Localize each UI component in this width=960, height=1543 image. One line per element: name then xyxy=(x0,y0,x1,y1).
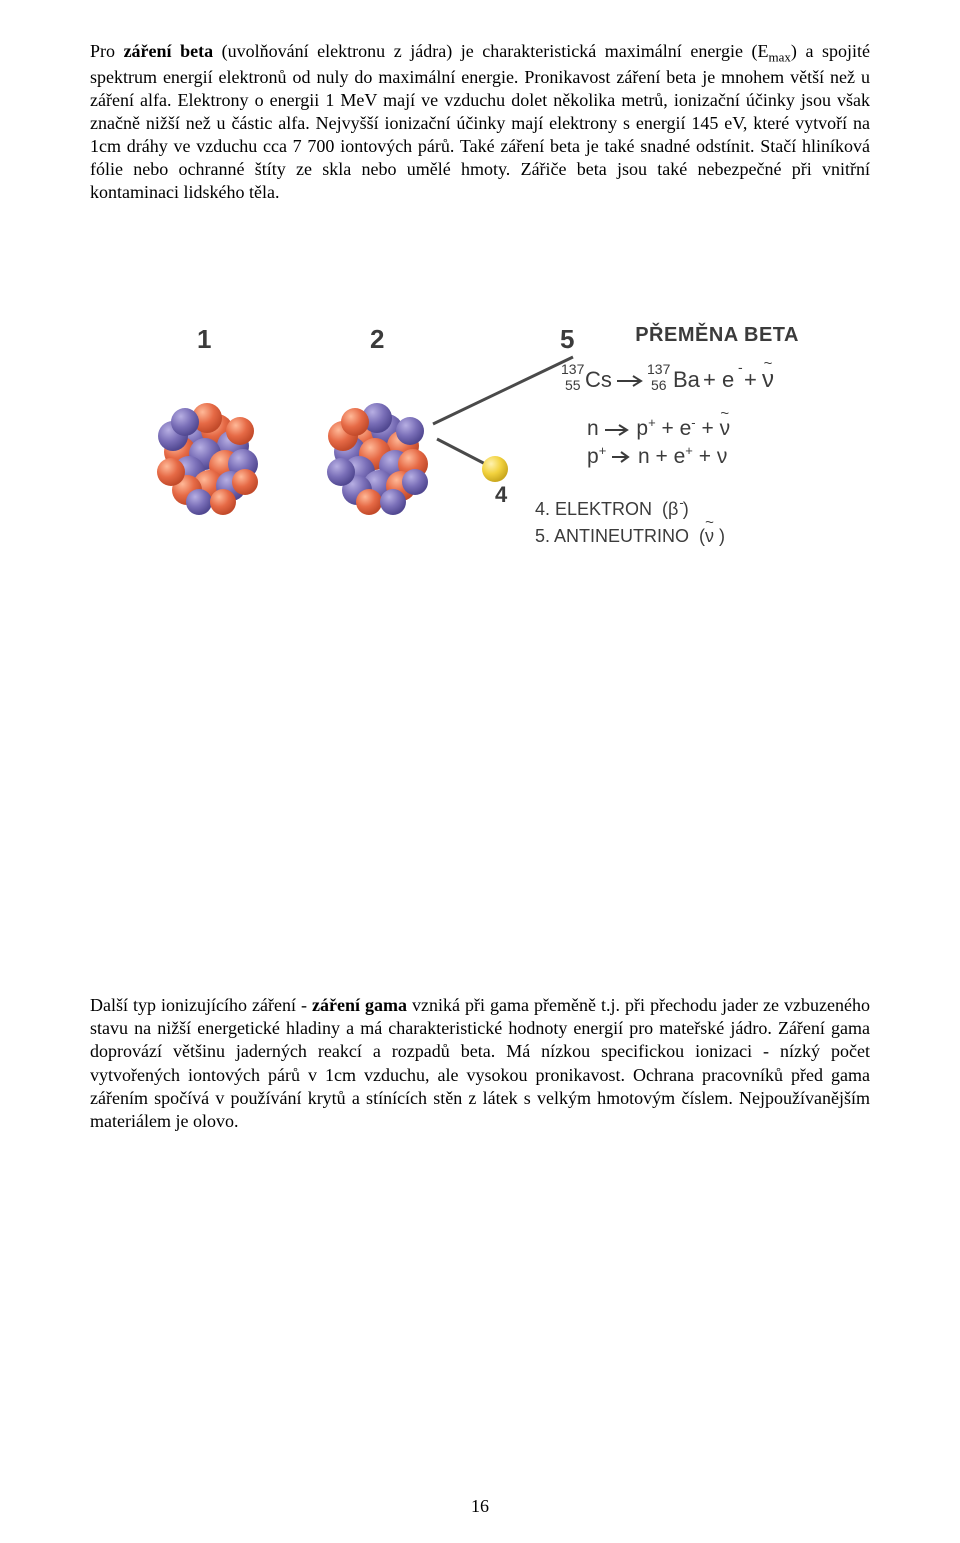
p1-prefix: Pro xyxy=(90,41,124,61)
figure-legend: 4. ELEKTRON (β-) 5. ANTINEUTRINO (ν ) xyxy=(535,496,805,550)
figure-label-2: 2 xyxy=(370,324,384,355)
nucleus-after xyxy=(305,386,455,536)
figure-label-1: 1 xyxy=(197,324,211,355)
page-number: 16 xyxy=(0,1496,960,1517)
arrow-icon xyxy=(612,451,632,463)
figure-label-4: 4 xyxy=(495,482,507,508)
p2-prefix: Další typ ionizujícího záření - xyxy=(90,995,312,1015)
p1-emax-sub: max xyxy=(769,50,791,65)
paragraph-gamma: Další typ ionizujícího záření - záření g… xyxy=(90,994,870,1132)
equation-block: PŘEMĚNA BETA 137 55 Cs 137 56 Ba + e - + xyxy=(535,324,805,550)
arrow-icon xyxy=(617,375,645,387)
figure-title: PŘEMĚNA BETA xyxy=(535,324,805,347)
figure-wrap: 1 2 5 4 xyxy=(90,324,870,634)
eq-p-to-n: p+ n + e+ + ν xyxy=(587,443,805,470)
nucleus-before-svg xyxy=(135,386,285,536)
p2-rest: vzniká při gama přeměně t.j. při přechod… xyxy=(90,995,870,1130)
paragraph-beta: Pro záření beta (uvolňování elektronu z … xyxy=(90,40,870,204)
legend-antineutrino: 5. ANTINEUTRINO (ν ) xyxy=(535,523,805,550)
arrow-icon xyxy=(605,424,631,436)
nucleus-before xyxy=(135,386,285,536)
p1-mid2: ) a spojité spektrum energií elektronů o… xyxy=(90,41,870,202)
p1-mid1: (uvolňování elektronu z jádra) je charak… xyxy=(213,41,768,61)
p2-bold: záření gama xyxy=(312,995,407,1015)
document-page: Pro záření beta (uvolňování elektronu z … xyxy=(0,0,960,1543)
nucleus-after-svg xyxy=(305,386,455,536)
eq-cs-ba: 137 55 Cs 137 56 Ba + e - + ν xyxy=(535,363,805,407)
p1-bold: záření beta xyxy=(124,41,214,61)
legend-electron: 4. ELEKTRON (β-) xyxy=(535,496,805,523)
eq-n-to-p: n p+ + e- + ν xyxy=(587,415,805,442)
beta-decay-figure: 1 2 5 4 xyxy=(155,324,805,634)
